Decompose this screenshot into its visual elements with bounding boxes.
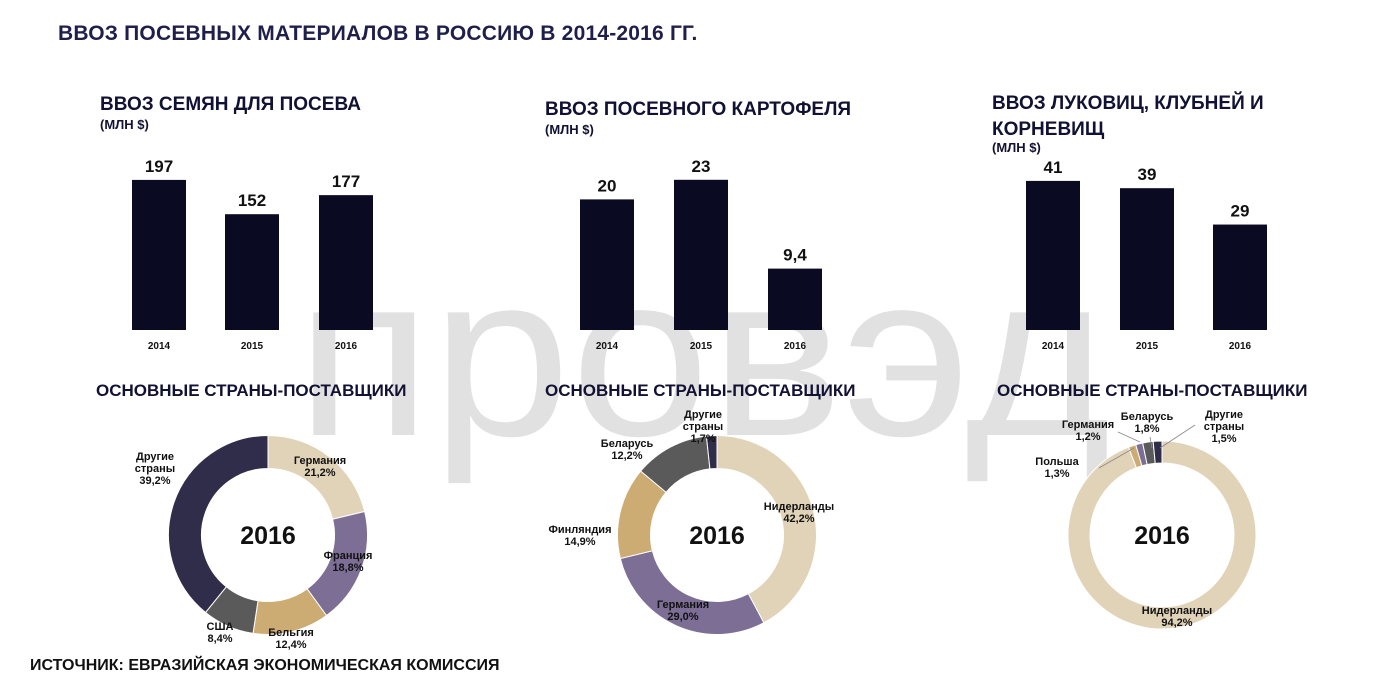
bar-value-label: 39 (1138, 165, 1157, 184)
donut-center-label: 2016 (1134, 522, 1190, 550)
bar-value-label: 177 (332, 172, 360, 191)
donut-slice (1067, 440, 1257, 630)
slice-value-label: 1,2% (1075, 431, 1100, 443)
donut-center-label: 2016 (240, 522, 296, 550)
slice-name-label: страны (1204, 421, 1244, 433)
slice-name-label: Германия (1062, 419, 1114, 431)
slice-name-label: Финляндия (548, 524, 611, 536)
donut-slice (168, 434, 269, 614)
slice-value-label: 12,4% (275, 639, 306, 651)
slice-name-label: страны (135, 463, 175, 475)
slice-value-label: 1,8% (1134, 423, 1159, 435)
bar-value-label: 29 (1231, 202, 1250, 221)
bar-2014 (132, 179, 186, 330)
slice-name-label: США (207, 621, 234, 633)
leader-line (1098, 447, 1135, 469)
chart-1-unit: (МЛН $) (100, 117, 149, 132)
slice-name-label: Другие (684, 409, 722, 421)
chart-3-unit: (МЛН $) (992, 140, 1041, 155)
x-tick-label: 2015 (690, 341, 713, 352)
slice-name-label: Другие (136, 451, 174, 463)
slice-value-label: 39,2% (139, 475, 170, 487)
x-tick-label: 2016 (335, 341, 358, 352)
chart-1-title: ВВОЗ СЕМЯН ДЛЯ ПОСЕВА (100, 94, 361, 115)
slice-value-label: 12,2% (611, 450, 642, 462)
chart-2-unit: (МЛН $) (545, 122, 594, 137)
chart-5-title: ОСНОВНЫЕ СТРАНЫ-ПОСТАВЩИКИ (545, 381, 856, 400)
chart-4-title: ОСНОВНЫЕ СТРАНЫ-ПОСТАВЩИКИ (96, 381, 407, 400)
donut-center-label: 2016 (689, 522, 745, 550)
slice-value-label: 42,2% (783, 513, 814, 525)
bar-value-label: 152 (238, 191, 266, 210)
bar-2016 (1213, 224, 1267, 330)
bar-2014 (580, 199, 634, 330)
slice-name-label: Нидерланды (764, 501, 834, 513)
x-tick-label: 2014 (596, 341, 619, 352)
source-note: ИСТОЧНИК: ЕВРАЗИЙСКАЯ ЭКОНОМИЧЕСКАЯ КОМИ… (30, 657, 500, 674)
slice-value-label: 1,3% (1044, 468, 1069, 480)
slice-value-label: 29,0% (667, 611, 698, 623)
slice-value-label: 94,2% (1161, 617, 1192, 629)
bar-2014 (1026, 180, 1080, 330)
slice-name-label: Германия (657, 599, 709, 611)
x-tick-label: 2016 (784, 341, 807, 352)
donut-slice (716, 434, 817, 624)
slice-value-label: 8,4% (207, 633, 232, 645)
slice-name-label: Польша (1035, 456, 1079, 468)
slice-name-label: Нидерланды (1142, 605, 1212, 617)
slice-value-label: 21,2% (304, 467, 335, 479)
donut-slice (705, 434, 718, 470)
slice-name-label: страны (683, 421, 723, 433)
page-title: ВВОЗ ПОСЕВНЫХ МАТЕРИАЛОВ В РОССИЮ В 2014… (58, 22, 698, 45)
slice-name-label: Германия (294, 455, 346, 467)
bar-value-label: 9,4 (783, 246, 807, 265)
bar-2015 (1120, 188, 1174, 330)
x-tick-label: 2014 (148, 341, 171, 352)
slice-value-label: 1,5% (1211, 433, 1236, 445)
bar-chart-2: 20 2014 23 2015 9,4 2016 (580, 157, 822, 352)
slice-value-label: 18,8% (332, 562, 363, 574)
bar-2016 (319, 195, 373, 330)
donut-slice (1152, 440, 1163, 464)
bar-chart-1: 197 2014 152 2015 177 2016 (132, 157, 373, 352)
slice-name-label: Бельгия (268, 627, 314, 639)
x-tick-label: 2014 (1042, 341, 1065, 352)
bar-value-label: 41 (1044, 158, 1063, 177)
slice-name-label: Другие (1205, 409, 1243, 421)
slice-name-label: Беларусь (1121, 411, 1174, 423)
leader-line (1149, 436, 1153, 449)
x-tick-label: 2015 (241, 341, 264, 352)
chart-2-title: ВВОЗ ПОСЕВНОГО КАРТОФЕЛЯ (545, 99, 852, 120)
bar-value-label: 20 (598, 176, 617, 195)
slice-value-label: 14,9% (564, 536, 595, 548)
bar-value-label: 23 (692, 157, 711, 176)
bar-2015 (225, 214, 279, 330)
slice-name-label: Беларусь (601, 438, 654, 450)
x-tick-label: 2015 (1136, 341, 1159, 352)
chart-3-title: ВВОЗ ЛУКОВИЦ, КЛУБНЕЙ И КОРНЕВИЩ (992, 93, 1264, 140)
bar-chart-3: 41 2014 39 2015 29 2016 (1026, 158, 1267, 352)
slice-value-label: 1,7% (690, 433, 715, 445)
leader-line (1117, 431, 1141, 443)
x-tick-label: 2016 (1229, 341, 1252, 352)
bar-2015 (674, 179, 728, 330)
chart-6-title: ОСНОВНЫЕ СТРАНЫ-ПОСТАВЩИКИ (997, 381, 1308, 400)
bar-2016 (768, 268, 822, 330)
slice-name-label: Франция (324, 550, 373, 562)
leader-line (1159, 424, 1196, 449)
bar-value-label: 197 (145, 157, 173, 176)
